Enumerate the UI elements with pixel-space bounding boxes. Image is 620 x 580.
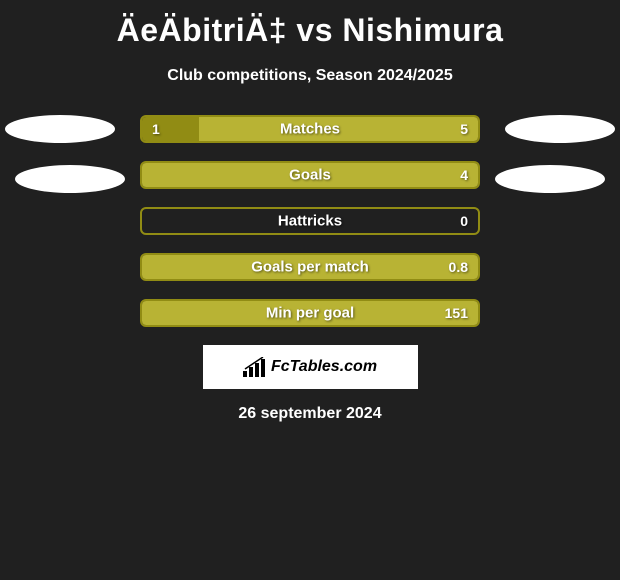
bar-value-right: 151 — [445, 305, 468, 321]
stat-bar: Min per goal151 — [140, 299, 480, 327]
logo-text: FcTables.com — [271, 358, 377, 376]
bar-value-right: 0.8 — [449, 259, 468, 275]
fctables-logo[interactable]: FcTables.com — [203, 345, 418, 389]
page-title: ÄeÄbitriÄ‡ vs Nishimura — [0, 0, 620, 49]
bar-value-right: 0 — [460, 213, 468, 229]
player-photo-left-2 — [15, 165, 125, 193]
subtitle: Club competitions, Season 2024/2025 — [0, 67, 620, 85]
bar-label: Goals — [142, 167, 478, 184]
bar-label: Hattricks — [142, 213, 478, 230]
comparison-bars: Matches1 5 Goals4 Hattricks0 Goals per match… — [0, 115, 620, 327]
bar-value-right: 5 — [460, 121, 468, 137]
bar-value-right: 4 — [460, 167, 468, 183]
player-photo-left-1 — [5, 115, 115, 143]
date-text: 26 september 2024 — [0, 405, 620, 423]
stat-bar: Goals4 — [140, 161, 480, 189]
player-photo-right-2 — [495, 165, 605, 193]
player-photo-right-1 — [505, 115, 615, 143]
bar-label: Matches — [142, 121, 478, 138]
chart-icon — [243, 357, 267, 377]
stat-bar: Hattricks0 — [140, 207, 480, 235]
stat-bar: Matches1 5 — [140, 115, 480, 143]
bar-label: Goals per match — [142, 259, 478, 276]
bar-label: Min per goal — [142, 305, 478, 322]
stat-bar: Goals per match0.8 — [140, 253, 480, 281]
bar-value-left: 1 — [152, 121, 160, 137]
